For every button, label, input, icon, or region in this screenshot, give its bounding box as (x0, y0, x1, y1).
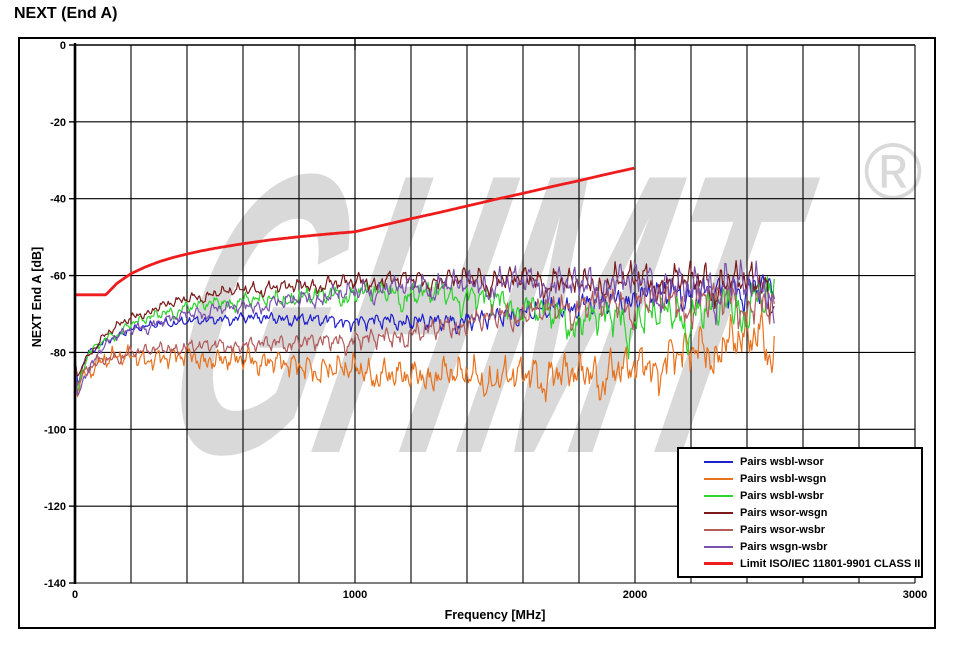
legend-label: Pairs wsor-wsgn (740, 506, 828, 519)
legend: Pairs wsbl-wsor Pairs wsbl-wsgn Pairs wsbl… (677, 447, 923, 578)
limit-curve (75, 166, 635, 297)
x-tick-label: 3000 (903, 589, 927, 601)
legend-item: Pairs wsbl-wsgn (679, 471, 921, 486)
y-tick-label: -60 (50, 271, 66, 283)
series-curves (75, 166, 775, 403)
x-tick-label: 0 (72, 589, 78, 601)
legend-swatch (704, 562, 733, 565)
legend-item: Pairs wsor-wsbr (679, 522, 921, 537)
legend-item: Pairs wsor-wsgn (679, 505, 921, 520)
legend-swatch (704, 528, 733, 531)
legend-label: Pairs wsbl-wsbr (740, 489, 824, 502)
y-axis-title: NEXT End A [dB] (30, 246, 44, 348)
y-tick-label: -120 (44, 501, 66, 513)
y-tick-label: 0 (60, 40, 66, 52)
x-axis-title: Frequency [MHz] (444, 608, 546, 622)
series-curve (75, 259, 775, 396)
legend-swatch (704, 477, 733, 480)
x-tick-label: 1000 (343, 589, 367, 601)
legend-label: Pairs wsgn-wsbr (740, 540, 828, 553)
legend-swatch (704, 460, 733, 463)
series-curve (75, 276, 775, 392)
y-tick-label: -100 (44, 424, 66, 436)
chart-title: NEXT (End A) (14, 5, 118, 22)
legend-item: Pairs wsgn-wsbr (679, 539, 921, 554)
legend-item: Limit ISO/IEC 11801-9901 CLASS II (679, 556, 921, 571)
legend-label: Limit ISO/IEC 11801-9901 CLASS II (740, 557, 921, 570)
legend-swatch (704, 545, 733, 548)
legend-swatch (704, 511, 733, 514)
series-curve (75, 311, 775, 403)
series-curve (75, 282, 775, 387)
legend-label: Pairs wsbl-wsor (740, 455, 824, 468)
legend-swatch (704, 494, 733, 497)
x-tick-label: 2000 (623, 589, 647, 601)
watermark-registered-icon: ® (864, 127, 923, 216)
legend-item: Pairs wsbl-wsor (679, 454, 921, 469)
tick-labels: 0 -20 -40 -60 -80 -100 -120 -140 0 1000 2000 3000 (44, 40, 927, 601)
y-tick-label: -40 (50, 194, 66, 206)
y-tick-label: -20 (50, 117, 66, 129)
y-tick-label: -80 (50, 347, 66, 359)
legend-item: Pairs wsbl-wsbr (679, 488, 921, 503)
y-tick-label: -140 (44, 578, 66, 590)
legend-label: Pairs wsbl-wsgn (740, 472, 827, 485)
legend-label: Pairs wsor-wsbr (740, 523, 825, 536)
